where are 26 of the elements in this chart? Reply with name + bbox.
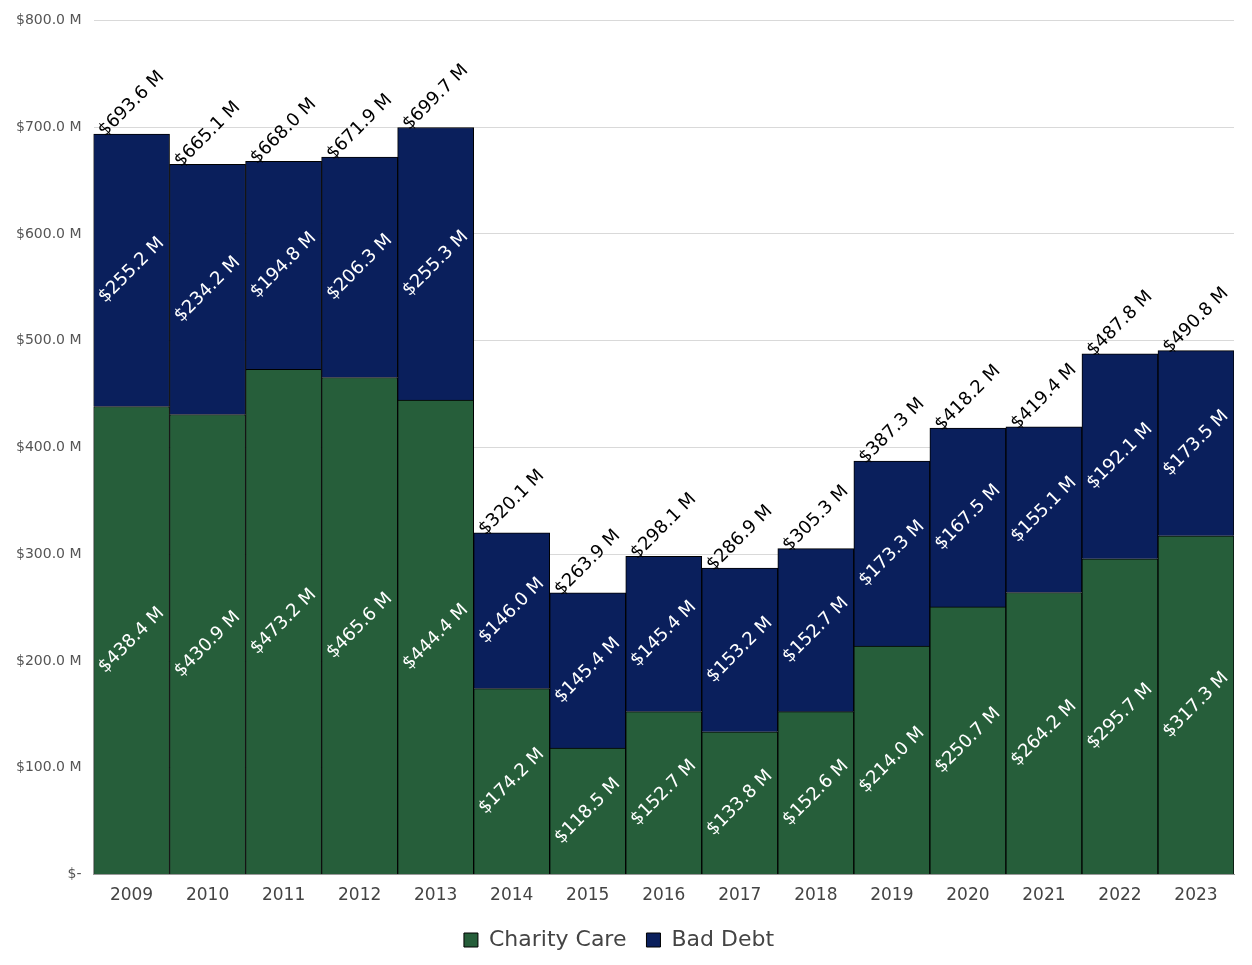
x-tick-label: 2019: [870, 884, 914, 905]
x-tick-label: 2021: [1022, 884, 1066, 905]
x-tick-label: 2010: [185, 884, 230, 905]
x-tick-label: 2009: [109, 884, 154, 905]
x-tick-label: 2018: [794, 884, 838, 905]
legend-label: Charity Care: [488, 925, 627, 951]
y-tick-label: $600.0 M: [16, 224, 82, 241]
x-tick-label: 2022: [1098, 884, 1142, 905]
y-tick-label: $800.0 M: [16, 11, 82, 28]
x-tick-label: 2015: [566, 884, 610, 905]
legend-label: Bad Debt: [671, 925, 775, 951]
x-tick-label: 2012: [338, 884, 382, 905]
y-tick-label: $500.0 M: [16, 331, 82, 348]
x-tick-label: 2017: [718, 884, 762, 905]
y-tick-label: $400.0 M: [16, 438, 82, 455]
x-tick-label: 2020: [946, 884, 990, 905]
x-tick-label: 2014: [490, 884, 534, 905]
x-tick-label: 2016: [642, 884, 686, 905]
y-tick-label: $100.0 M: [16, 758, 82, 775]
y-tick-label: $300.0 M: [16, 544, 82, 561]
x-tick-label: 2013: [414, 884, 458, 905]
x-tick-label: 2011: [261, 884, 306, 905]
y-tick-label: $700.0 M: [16, 117, 82, 134]
x-tick-label: 2023: [1174, 884, 1218, 905]
y-tick-label: $-: [67, 865, 82, 882]
y-tick-label: $200.0 M: [16, 651, 82, 668]
